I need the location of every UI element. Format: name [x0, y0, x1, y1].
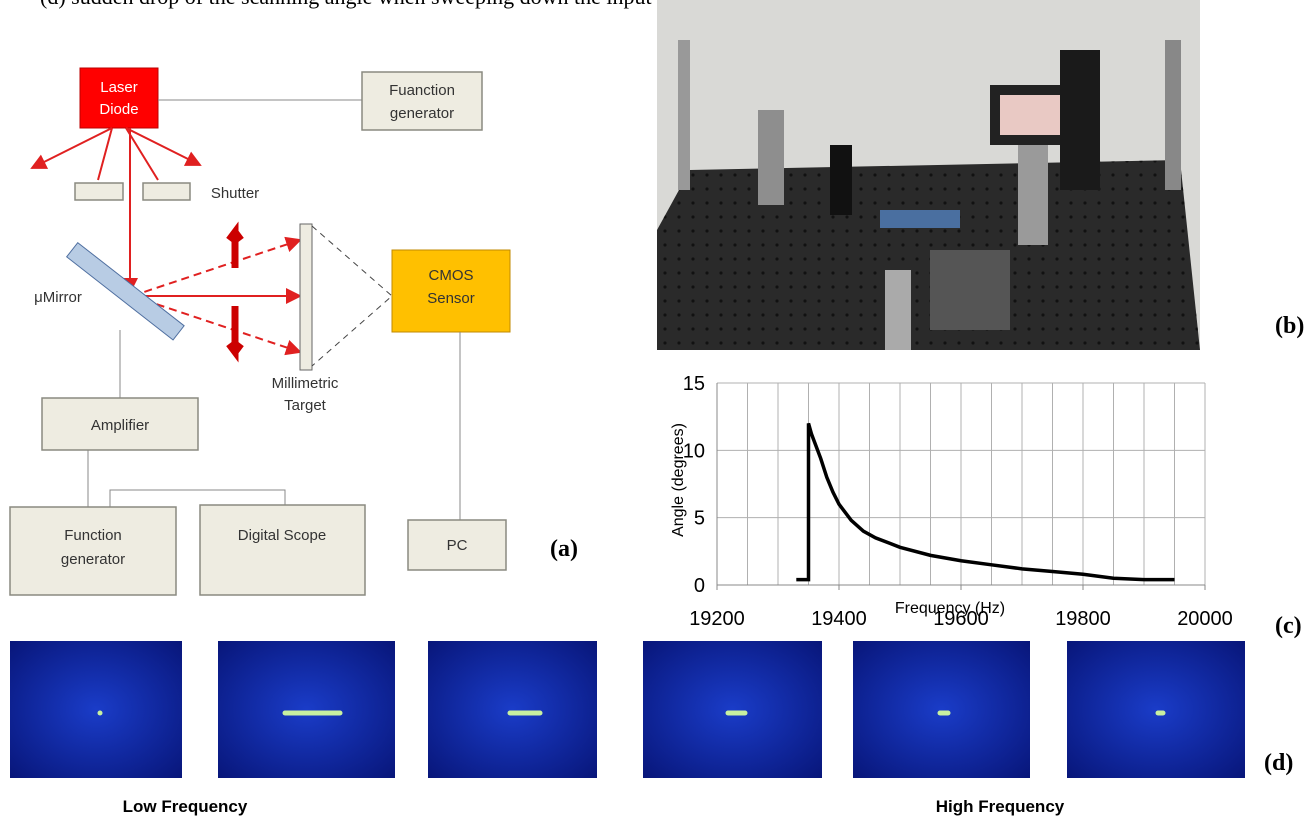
- node-label: Function: [64, 527, 122, 544]
- image-frame: [218, 641, 395, 778]
- node-label: generator: [390, 105, 454, 122]
- image-frame: [428, 641, 597, 778]
- data-line: [796, 423, 1174, 579]
- node-label: Target: [284, 397, 327, 414]
- figure: (d) sudden drop of the scanning angle wh…: [0, 0, 1310, 816]
- x-axis-title: Frequency (Hz): [895, 600, 1005, 617]
- y-tick-label: 5: [694, 508, 705, 530]
- node-label: Shutter: [211, 185, 259, 202]
- diagram: Laser Diode Fuanction generator Shutter …: [10, 68, 578, 595]
- caption-high: High Frequency: [936, 797, 1065, 816]
- node-label: Sensor: [427, 290, 475, 307]
- caption: (d) sudden drop of the scanning angle wh…: [40, 0, 749, 9]
- shutter: [143, 183, 190, 200]
- node-label: Diode: [99, 101, 138, 118]
- x-tick-label: 19800: [1055, 608, 1111, 630]
- node-label: Laser: [100, 79, 138, 96]
- photo: (b): [657, 0, 1304, 350]
- shutter: [75, 183, 123, 200]
- panel-label: (b): [1275, 313, 1304, 339]
- camera: [1060, 50, 1100, 190]
- caption-low: Low Frequency: [123, 797, 248, 816]
- image-frame: [853, 641, 1030, 778]
- laser-box: [80, 68, 158, 128]
- node-label: Digital Scope: [238, 527, 326, 544]
- node-label: PC: [447, 537, 468, 554]
- panel-label: (d): [1264, 750, 1293, 776]
- rail: [678, 40, 690, 190]
- scope-box: [200, 505, 365, 595]
- rail: [1165, 40, 1181, 190]
- node-label: CMOS: [429, 267, 474, 284]
- node-label: μMirror: [34, 289, 82, 306]
- image-frame: [10, 641, 182, 778]
- y-tick-label: 15: [683, 373, 705, 395]
- node-label: Amplifier: [91, 417, 149, 434]
- node-label: Millimetric: [272, 375, 339, 392]
- image-frame: [1067, 641, 1245, 778]
- node-label: Fuanction: [389, 82, 455, 99]
- images: Low Frequency High Frequency (d): [10, 641, 1293, 816]
- x-tick-label: 19200: [689, 608, 745, 630]
- table-holes: [657, 160, 1200, 350]
- x-tick-label: 19400: [811, 608, 867, 630]
- page: (d) sudden drop of the scanning angle wh…: [0, 0, 1310, 816]
- projection: [312, 226, 392, 366]
- post: [885, 270, 911, 350]
- y-axis-title: Angle (degrees): [670, 423, 687, 537]
- node-label: generator: [61, 551, 125, 568]
- stage: [930, 250, 1010, 330]
- y-tick-label: 0: [694, 575, 705, 597]
- panel-label: (c): [1275, 613, 1302, 639]
- image-frame: [643, 641, 822, 778]
- board: [880, 210, 960, 228]
- mirror: [67, 243, 184, 340]
- post: [758, 110, 784, 205]
- post: [1018, 145, 1048, 245]
- target: [300, 224, 312, 370]
- x-tick-label: 20000: [1177, 608, 1233, 630]
- panel-label: (a): [550, 536, 578, 562]
- post: [830, 145, 852, 215]
